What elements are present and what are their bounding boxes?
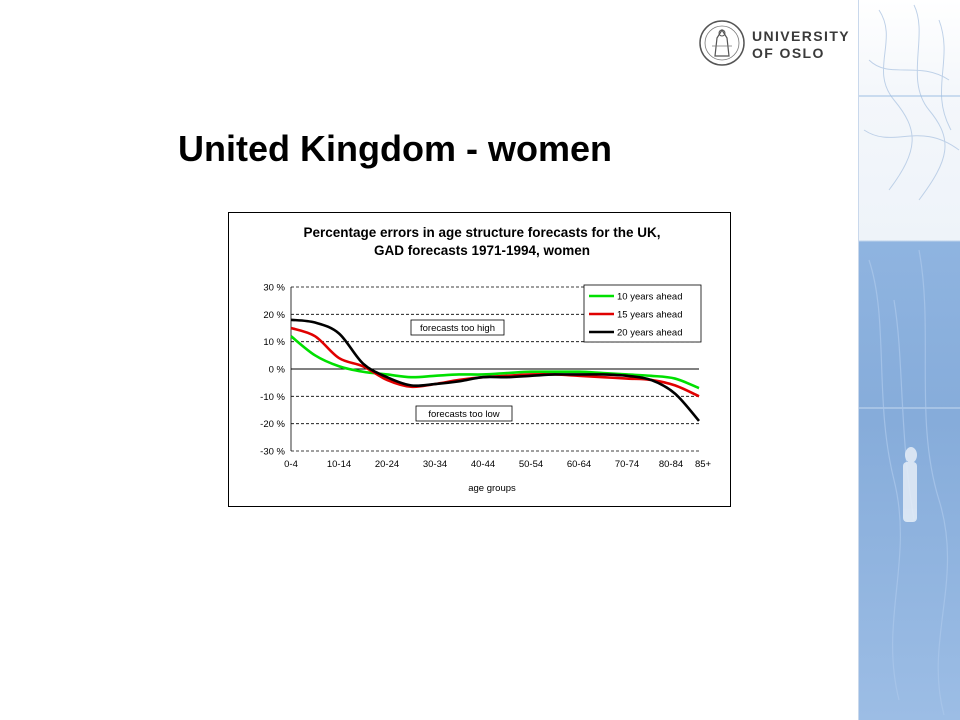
line-chart: Percentage errors in age structure forec… xyxy=(260,225,711,494)
legend: 10 years ahead 15 years ahead 20 years ahe… xyxy=(583,284,702,343)
x-tick-label: 85+ xyxy=(695,459,712,470)
y-tick-label: -30 % xyxy=(260,447,285,458)
y-tick-label: 30 % xyxy=(263,283,285,294)
annotation-text-high: forecasts too high xyxy=(420,323,495,334)
annotation-text-low: forecasts too low xyxy=(428,409,499,420)
university-seal-icon xyxy=(699,20,745,66)
x-tick-label: 60-64 xyxy=(567,459,591,470)
y-tick-label: -20 % xyxy=(260,419,285,430)
series-lines xyxy=(290,318,700,422)
x-tick-label: 40-44 xyxy=(471,459,495,470)
annotation-box-high xyxy=(410,319,505,336)
y-tick-label: 0 % xyxy=(269,365,286,376)
chart-title-line-1: Percentage errors in age structure forec… xyxy=(303,225,660,240)
chart-title-line-2: GAD forecasts 1971-1994, women xyxy=(374,243,590,258)
series-line-1 xyxy=(290,335,700,390)
x-tick-label: 70-74 xyxy=(615,459,639,470)
chart-container: Percentage errors in age structure forec… xyxy=(228,212,731,507)
x-axis-title: age groups xyxy=(468,483,516,494)
x-tick-label: 30-34 xyxy=(423,459,447,470)
legend-label: 10 years ahead xyxy=(617,292,683,303)
y-tick-label: 20 % xyxy=(263,310,285,321)
legend-label: 15 years ahead xyxy=(617,310,683,321)
decorative-sculpture-pattern xyxy=(859,4,960,716)
y-tick-label: 10 % xyxy=(263,337,285,348)
y-axis-ticks: 30 % 20 % 10 % 0 % -10 % -20 % -30 % xyxy=(260,283,285,458)
x-tick-label: 0-4 xyxy=(284,459,298,470)
annotation-too-low: forecasts too low xyxy=(415,405,513,422)
university-logo: UNIVERSITY OF OSLO xyxy=(698,18,850,70)
series-line-3 xyxy=(290,318,700,422)
logo-line-2: OF OSLO xyxy=(752,45,825,61)
x-tick-label: 80-84 xyxy=(659,459,683,470)
annotation-too-high: forecasts too high xyxy=(410,319,505,336)
legend-label: 20 years ahead xyxy=(617,328,683,339)
slide-title: United Kingdom - women xyxy=(178,128,612,169)
annotation-box-low xyxy=(415,405,513,422)
x-tick-label: 10-14 xyxy=(327,459,351,470)
decorative-side-band xyxy=(858,0,960,720)
x-axis-ticks: 0-4 10-14 20-24 30-34 40-44 50-54 60-64 70-74 80… xyxy=(284,459,711,470)
logo-wordmark: UNIVERSITY OF OSLO xyxy=(752,28,850,62)
logo-line-1: UNIVERSITY xyxy=(752,28,851,44)
y-tick-label: -10 % xyxy=(260,392,285,403)
x-tick-label: 50-54 xyxy=(519,459,543,470)
x-tick-label: 20-24 xyxy=(375,459,399,470)
